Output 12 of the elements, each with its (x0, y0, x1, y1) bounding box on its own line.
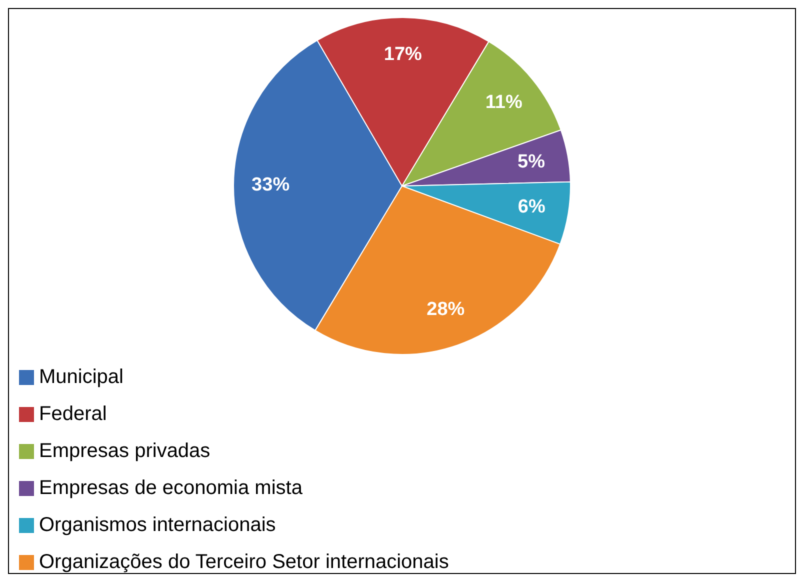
legend-label: Empresas de economia mista (39, 477, 302, 500)
data-label: 33% (252, 174, 290, 196)
data-label: 6% (518, 196, 546, 218)
data-label: 17% (384, 44, 422, 65)
legend-label: Organismos internacionais (39, 514, 276, 537)
legend-label: Organizações do Terceiro Setor internacionais (39, 551, 449, 574)
legend-label: Municipal (39, 366, 124, 389)
data-label: 5% (518, 152, 546, 173)
data-label: 28% (426, 299, 465, 320)
legend-label: Federal (39, 403, 107, 426)
legend-label: Empresas privadas (39, 440, 210, 463)
data-label: 11% (485, 92, 522, 114)
